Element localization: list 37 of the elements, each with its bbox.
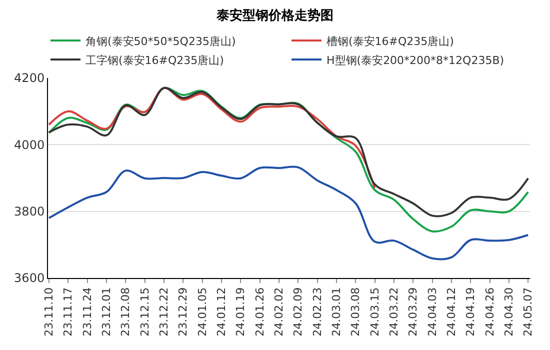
x-tick-label: 24.04.12 [444, 287, 458, 336]
x-tick-label: 23.11.10 [42, 287, 56, 336]
x-tick-label: 24.03.15 [368, 287, 382, 336]
x-tick-label: 24.04.26 [483, 287, 496, 336]
x-tick-label: 23.12.01 [100, 287, 114, 336]
legend-label: 槽钢(泰安16#Q235唐山) [326, 34, 454, 48]
line-series [48, 87, 376, 189]
y-tick-label: 3800 [14, 204, 45, 219]
x-tick-label: 24.03.22 [388, 287, 401, 336]
y-tick-label: 3600 [14, 271, 45, 286]
x-tick-label: 24.02.02 [272, 287, 286, 336]
x-tick-label: 24.02.09 [292, 287, 305, 336]
x-tick-label: 24.04.19 [464, 287, 478, 336]
y-tick-label: 4200 [14, 71, 45, 86]
legend-label: 角钢(泰安50*50*5Q235唐山) [86, 34, 236, 48]
x-tick-label: 24.04.03 [426, 287, 439, 336]
chart-title: 泰安型钢价格走势图 [216, 8, 334, 24]
x-tick-label: 24.01.05 [196, 287, 209, 336]
x-tick-label: 23.11.17 [62, 287, 75, 336]
x-tick-label: 24.02.23 [310, 287, 324, 336]
x-tick-label: 24.01.12 [215, 287, 228, 336]
x-tick-label: 24.05.07 [522, 287, 535, 336]
x-tick-label: 24.03.01 [330, 287, 344, 336]
x-tick-label: 24.03.29 [406, 287, 420, 336]
x-tick-label: 24.03.08 [349, 287, 362, 336]
x-tick-label: 23.12.15 [138, 287, 152, 336]
x-tick-label: 23.12.29 [176, 287, 190, 336]
x-tick-label: 23.12.22 [158, 287, 171, 336]
x-tick-label: 23.11.24 [80, 287, 94, 336]
x-tick-label: 24.01.19 [234, 287, 248, 336]
x-tick-label: 23.12.08 [119, 287, 132, 336]
x-tick-label: 24.04.30 [502, 287, 516, 336]
line-series [48, 166, 530, 260]
x-tick-label: 24.01.26 [253, 287, 266, 336]
legend-label: 工字钢(泰安16#Q235唐山) [86, 54, 224, 67]
y-tick-label: 4000 [14, 138, 45, 152]
legend-label: H型钢(泰安200*200*8*12Q235B) [326, 54, 504, 67]
